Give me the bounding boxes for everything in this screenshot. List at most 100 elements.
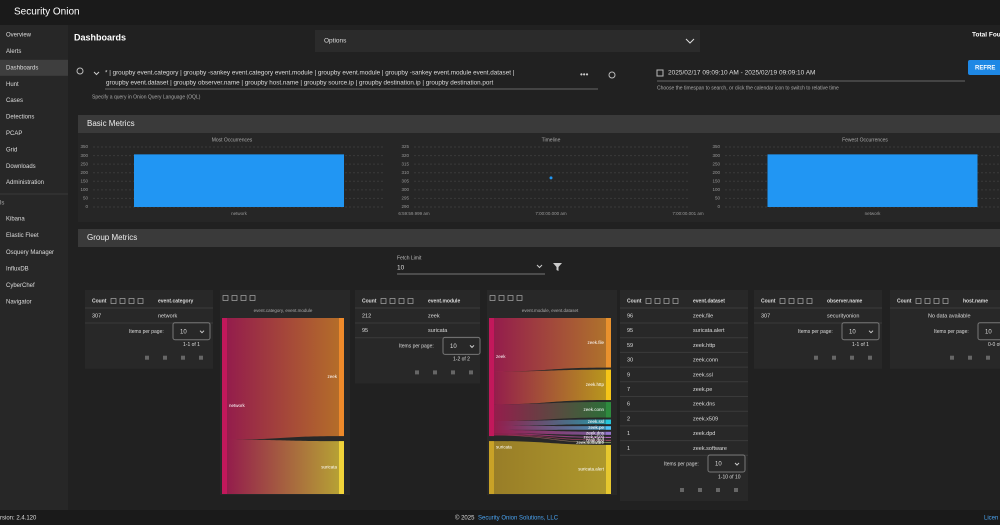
toolbar-icon[interactable] bbox=[516, 295, 523, 301]
toolbar-icon[interactable] bbox=[407, 298, 414, 304]
cell-value[interactable]: suricata.alert bbox=[693, 328, 725, 334]
company-link[interactable]: Security Onion Solutions, LLC bbox=[478, 516, 559, 522]
cell-value[interactable]: zeek.dns bbox=[693, 402, 715, 408]
toolbar-icon[interactable] bbox=[249, 295, 256, 301]
pager-icon[interactable] bbox=[163, 355, 167, 360]
nav-item[interactable]: Detections bbox=[6, 115, 34, 121]
pager-icon[interactable] bbox=[850, 355, 854, 360]
toolbar-icon[interactable] bbox=[915, 298, 922, 304]
expand-icon[interactable] bbox=[93, 71, 100, 76]
toolbar-icon[interactable] bbox=[663, 298, 670, 304]
toolbar-icon[interactable] bbox=[933, 298, 940, 304]
pager-icon[interactable] bbox=[680, 488, 684, 492]
fetch-value[interactable]: 10 bbox=[397, 265, 405, 272]
pager-icon[interactable] bbox=[415, 370, 419, 375]
toolbar-icon[interactable] bbox=[110, 298, 117, 304]
toolbar-icon[interactable] bbox=[507, 295, 514, 301]
cell-value[interactable]: zeek.file bbox=[693, 313, 713, 319]
pager-icon[interactable] bbox=[698, 488, 702, 492]
sankey-link bbox=[494, 419, 606, 427]
items-label: Items per page: bbox=[798, 329, 833, 335]
nav-item[interactable]: Hunt bbox=[6, 82, 19, 88]
toolbar-icon[interactable] bbox=[797, 298, 804, 304]
pager-icon[interactable] bbox=[832, 355, 836, 360]
filter-icon[interactable] bbox=[553, 263, 562, 271]
toolbar-icon[interactable] bbox=[645, 298, 652, 304]
cell-value[interactable]: suricata bbox=[428, 328, 448, 334]
toolbar-icon[interactable] bbox=[498, 295, 505, 301]
toolbar-icon[interactable] bbox=[489, 295, 496, 301]
cell-value[interactable]: zeek.x509 bbox=[693, 416, 718, 422]
refresh-button[interactable] bbox=[968, 60, 1000, 75]
toolbar-icon[interactable] bbox=[119, 298, 126, 304]
toolbar-icon[interactable] bbox=[398, 298, 405, 304]
nav-tool[interactable]: Elastic Fleet bbox=[6, 233, 39, 239]
nav-item[interactable]: Dashboards bbox=[6, 65, 38, 71]
pager-icon[interactable] bbox=[986, 355, 990, 360]
nav-item[interactable]: Cases bbox=[6, 98, 23, 104]
cell-value[interactable]: zeek bbox=[428, 313, 440, 319]
sankey-label: zeek bbox=[327, 374, 337, 379]
toolbar-icon[interactable] bbox=[240, 295, 247, 301]
nav-item[interactable]: Alerts bbox=[6, 49, 21, 55]
toolbar-icon[interactable] bbox=[806, 298, 813, 304]
pager-icon[interactable] bbox=[814, 355, 818, 360]
per-page-select[interactable] bbox=[707, 454, 746, 473]
toolbar-icon[interactable] bbox=[672, 298, 679, 304]
pager-icon[interactable] bbox=[950, 355, 954, 360]
toolbar-icon[interactable] bbox=[231, 295, 238, 301]
cell-value[interactable]: zeek.conn bbox=[693, 358, 718, 364]
cell-value[interactable]: zeek.ssl bbox=[693, 372, 713, 378]
toolbar-icon[interactable] bbox=[942, 298, 949, 304]
nav-item[interactable]: Overview bbox=[6, 33, 32, 39]
pager-icon[interactable] bbox=[181, 355, 185, 360]
pager-icon[interactable] bbox=[199, 355, 203, 360]
cell-value[interactable]: zeek.software bbox=[693, 446, 727, 452]
nav-item[interactable]: Grid bbox=[6, 147, 17, 153]
toolbar-icon[interactable] bbox=[137, 298, 144, 304]
options-dropdown[interactable] bbox=[315, 30, 700, 52]
toolbar-icon[interactable] bbox=[654, 298, 661, 304]
toolbar-icon[interactable] bbox=[222, 295, 229, 301]
cell-value[interactable]: network bbox=[158, 313, 178, 319]
toolbar-icon[interactable] bbox=[779, 298, 786, 304]
refresh-label[interactable]: REFRE bbox=[975, 66, 995, 72]
per-page-select[interactable] bbox=[172, 322, 211, 341]
cell-count: 212 bbox=[362, 313, 371, 319]
toolbar-icon[interactable] bbox=[924, 298, 931, 304]
toolbar-icon[interactable] bbox=[380, 298, 387, 304]
pager-icon[interactable] bbox=[868, 355, 872, 360]
pager-icon[interactable] bbox=[433, 370, 437, 375]
calendar-icon[interactable] bbox=[656, 69, 664, 77]
pager-icon[interactable] bbox=[469, 370, 473, 375]
cell-value[interactable]: zeek.http bbox=[693, 343, 715, 349]
toolbar-icon[interactable] bbox=[389, 298, 396, 304]
nav-item[interactable]: PCAP bbox=[6, 131, 22, 137]
more-icon[interactable]: ••• bbox=[580, 70, 589, 79]
target-icon[interactable] bbox=[608, 71, 616, 79]
section-title: Basic Metrics bbox=[87, 119, 135, 128]
per-page-select[interactable] bbox=[977, 322, 1000, 341]
y-tick-label: 200 bbox=[80, 170, 88, 175]
cell-value[interactable]: securityonion bbox=[827, 313, 859, 319]
nav-tool[interactable]: Navigator bbox=[6, 300, 32, 306]
pager-icon[interactable] bbox=[145, 355, 149, 360]
pager-icon[interactable] bbox=[734, 488, 738, 492]
options-label[interactable]: Options bbox=[324, 38, 347, 45]
pager-icon[interactable] bbox=[968, 355, 972, 360]
nav-item[interactable]: Downloads bbox=[6, 164, 36, 170]
per-page-select[interactable] bbox=[442, 336, 481, 355]
cell-value[interactable]: zeek.dpd bbox=[693, 431, 715, 437]
nav-tool[interactable]: Kibana bbox=[6, 217, 25, 223]
toolbar-icon[interactable] bbox=[128, 298, 135, 304]
nav-tool[interactable]: CyberChef bbox=[6, 283, 35, 289]
license-link[interactable]: Licen bbox=[984, 516, 998, 522]
toolbar-icon[interactable] bbox=[788, 298, 795, 304]
cell-value[interactable]: zeek.pe bbox=[693, 387, 712, 393]
nav-tool[interactable]: Osquery Manager bbox=[6, 250, 54, 256]
pager-icon[interactable] bbox=[451, 370, 455, 375]
per-page-select[interactable] bbox=[841, 322, 880, 341]
nav-tool[interactable]: InfluxDB bbox=[6, 266, 29, 272]
nav-item[interactable]: Administration bbox=[6, 180, 44, 186]
pager-icon[interactable] bbox=[716, 488, 720, 492]
